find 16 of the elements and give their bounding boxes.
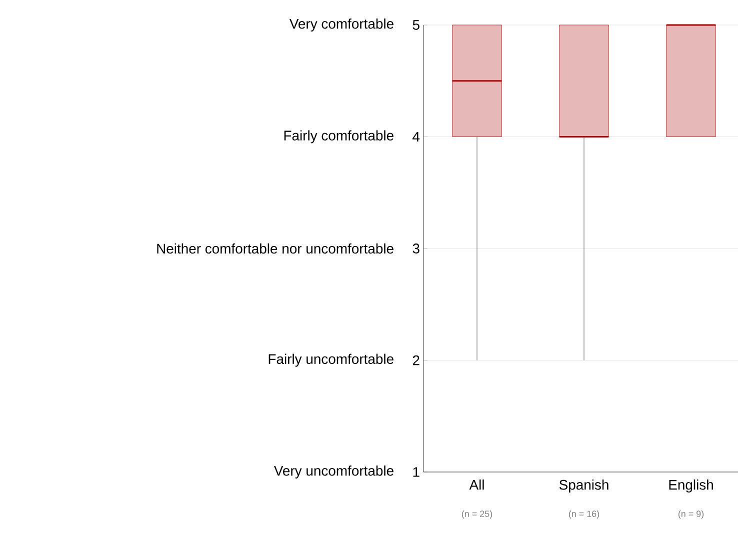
y-tick-label: 2	[412, 355, 420, 366]
text: (n = 16)	[568, 510, 600, 519]
text: Neither comfortable nor uncomfortable	[157, 243, 394, 254]
y-tick-label: 3	[412, 244, 420, 254]
x-tick-label: English	[669, 480, 713, 493]
text: Very uncomfortable	[274, 465, 394, 478]
x-tick-label: Spanish	[559, 480, 608, 493]
text: Fairly comfortable	[284, 130, 394, 144]
y-tick-label: 1	[413, 467, 420, 477]
text: (n = 25)	[462, 510, 492, 519]
y-tick-label: 5	[412, 20, 420, 30]
text: Fairly uncomfortable	[268, 354, 394, 367]
y-tick-label: 4	[412, 132, 420, 142]
x-tick-label: All	[469, 480, 484, 490]
text: (n = 9)	[678, 510, 704, 519]
text: Very comfortable	[289, 18, 394, 32]
